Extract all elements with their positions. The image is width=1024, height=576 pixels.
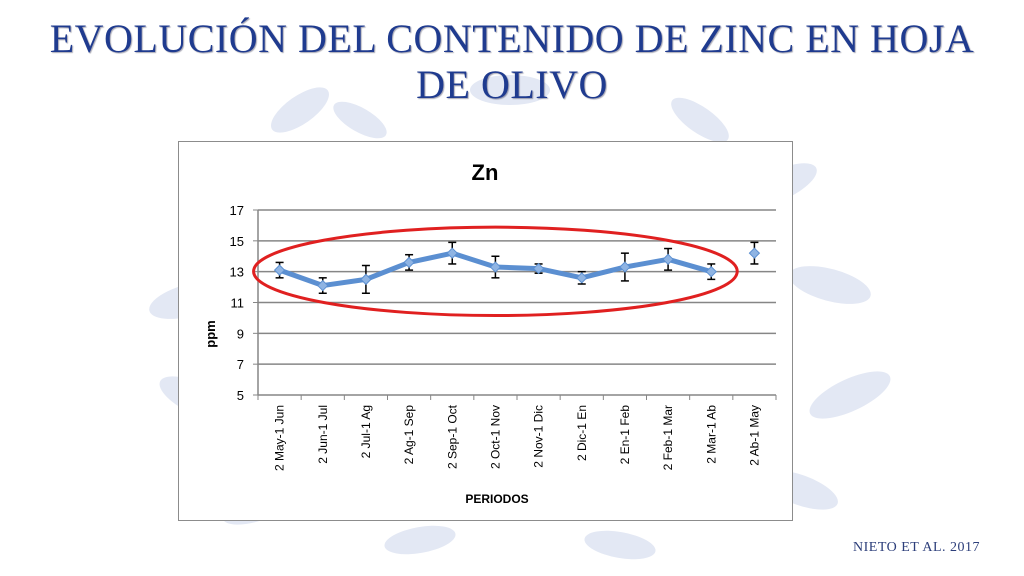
data-point bbox=[446, 247, 458, 259]
data-point bbox=[273, 264, 286, 276]
x-tick-label: 2 Jun-1 Jul bbox=[316, 405, 330, 464]
slide-title: EVOLUCIÓN DEL CONTENIDO DE ZINC EN HOJA … bbox=[0, 16, 1024, 108]
highlight-ellipse bbox=[252, 225, 739, 318]
x-tick-label: 2 May-1 Jun bbox=[273, 405, 287, 471]
x-tick-label: 2 En-1 Feb bbox=[618, 405, 632, 465]
x-tick-label: 2 Oct-1 Nov bbox=[488, 405, 502, 469]
x-axis-label: PERIODOS bbox=[465, 492, 528, 506]
citation: NIETO ET AL. 2017 bbox=[853, 540, 980, 555]
y-axis-label: ppm bbox=[203, 320, 218, 347]
slide-title-line-1: EVOLUCIÓN DEL CONTENIDO DE ZINC EN HOJA bbox=[49, 16, 975, 61]
slide-title-line-2: DE OLIVO bbox=[416, 62, 608, 107]
x-tick-label: 2 Ab-1 May bbox=[747, 405, 761, 466]
x-tick-label: 2 Ag-1 Sep bbox=[402, 405, 416, 465]
data-point bbox=[619, 261, 631, 273]
data-point bbox=[662, 253, 674, 266]
series-zn bbox=[273, 241, 761, 294]
data-point bbox=[489, 261, 502, 273]
data-point bbox=[748, 247, 761, 259]
y-tick-label: 7 bbox=[237, 357, 244, 372]
y-tick-label: 15 bbox=[230, 234, 244, 249]
chart-title: Zn bbox=[472, 160, 499, 185]
x-tick-label: 2 Sep-1 Oct bbox=[445, 404, 459, 469]
x-tick-label: 2 Nov-1 Dic bbox=[532, 405, 546, 468]
data-point bbox=[532, 262, 545, 275]
y-tick-label: 11 bbox=[231, 296, 245, 311]
data-point bbox=[403, 256, 415, 269]
axis-ticks: 5 7 9 11 13 15 17 2 May-1 Jun 2 Jun-1 Jul 2 Jul-1… bbox=[230, 203, 777, 471]
x-tick-label: 2 Jul-1 Ag bbox=[359, 405, 373, 458]
y-tick-label: 13 bbox=[230, 265, 244, 280]
x-tick-label: 2 Dic-1 En bbox=[575, 405, 589, 461]
zinc-line-chart: Zn ppm PERIODOS 5 7 9 11 13 15 17 2 May-1 Jun 2 … bbox=[203, 160, 777, 506]
data-point bbox=[705, 265, 717, 278]
y-tick-label: 5 bbox=[237, 388, 244, 403]
annotation-layer bbox=[252, 225, 739, 318]
y-tick-label: 9 bbox=[237, 326, 244, 341]
data-point bbox=[317, 279, 329, 292]
y-tick-label: 17 bbox=[230, 203, 244, 218]
data-point bbox=[576, 272, 588, 284]
data-point bbox=[360, 273, 372, 286]
x-tick-label: 2 Feb-1 Mar bbox=[661, 405, 675, 470]
chart-frame: Zn ppm PERIODOS 5 7 9 11 13 15 17 2 May-1 Jun 2 … bbox=[178, 141, 793, 521]
x-tick-label: 2 Mar-1 Ab bbox=[704, 405, 718, 464]
